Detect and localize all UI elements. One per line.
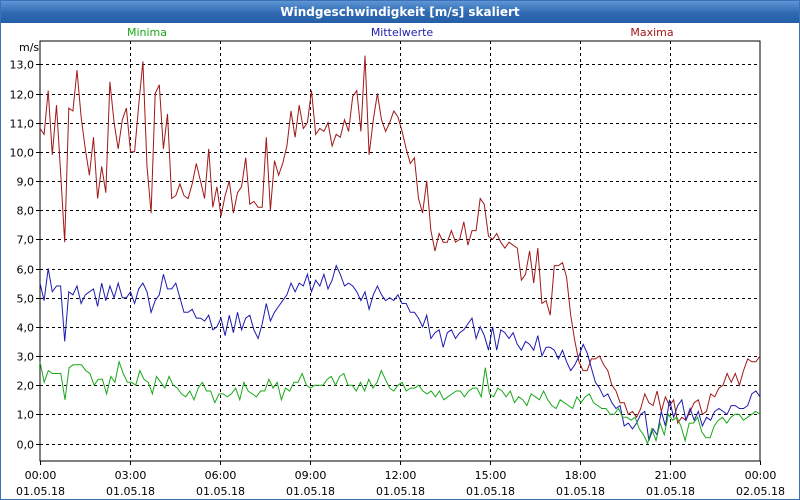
y-tick-label: 4,0 — [17, 322, 35, 335]
y-tick-label: 8,0 — [17, 205, 35, 218]
y-tick-label: 11,0 — [10, 118, 35, 131]
y-tick-label: 5,0 — [17, 293, 35, 306]
x-tick-time-label: 12:00 — [385, 469, 417, 482]
y-tick-label: 13,0 — [10, 59, 35, 72]
y-tick-label: 1,0 — [17, 409, 35, 422]
x-tick-time-label: 18:00 — [565, 469, 597, 482]
x-tick-date-label: 01.05.18 — [286, 485, 335, 498]
series-line-mittelwerte — [39, 264, 761, 441]
x-tick-time-label: 06:00 — [205, 469, 237, 482]
x-tick-time-label: 00:00 — [745, 469, 777, 482]
y-tick-label: 2,0 — [17, 380, 35, 393]
x-tick-date-label: 01.05.18 — [556, 485, 605, 498]
legend-mittelwerte: Mittelwerte — [371, 26, 434, 39]
x-tick-time-label: 00:00 — [25, 469, 57, 482]
x-tick-date-label: 01.05.18 — [376, 485, 425, 498]
x-tick-time-label: 03:00 — [115, 469, 147, 482]
legend-maxima: Maxima — [630, 26, 673, 39]
x-tick-date-label: 01.05.18 — [16, 485, 65, 498]
legend-minima: Minima — [127, 26, 167, 39]
y-tick-label: 7,0 — [17, 234, 35, 247]
series-line-maxima — [39, 55, 761, 425]
y-tick-label: 9,0 — [17, 176, 35, 189]
x-tick-date-label: 01.05.18 — [196, 485, 245, 498]
x-tick-date-label: 01.05.18 — [646, 485, 695, 498]
y-tick-label: 0,0 — [17, 439, 35, 452]
y-tick-label: 10,0 — [10, 147, 35, 160]
series-line-minima — [39, 359, 761, 445]
x-tick-time-label: 15:00 — [475, 469, 507, 482]
y-tick-label: 12,0 — [10, 89, 35, 102]
x-tick-time-label: 09:00 — [295, 469, 327, 482]
y-tick-label: 6,0 — [17, 264, 35, 277]
chart-title: Windgeschwindigkeit [m/s] skaliert — [1, 1, 799, 23]
x-tick-time-label: 21:00 — [655, 469, 687, 482]
x-tick-date-label: 01.05.18 — [466, 485, 515, 498]
y-tick-label: 3,0 — [17, 351, 35, 364]
x-tick-date-label: 01.05.18 — [106, 485, 155, 498]
x-tick-date-label: 02.05.18 — [736, 485, 785, 498]
y-axis-label: m/s — [19, 41, 39, 54]
